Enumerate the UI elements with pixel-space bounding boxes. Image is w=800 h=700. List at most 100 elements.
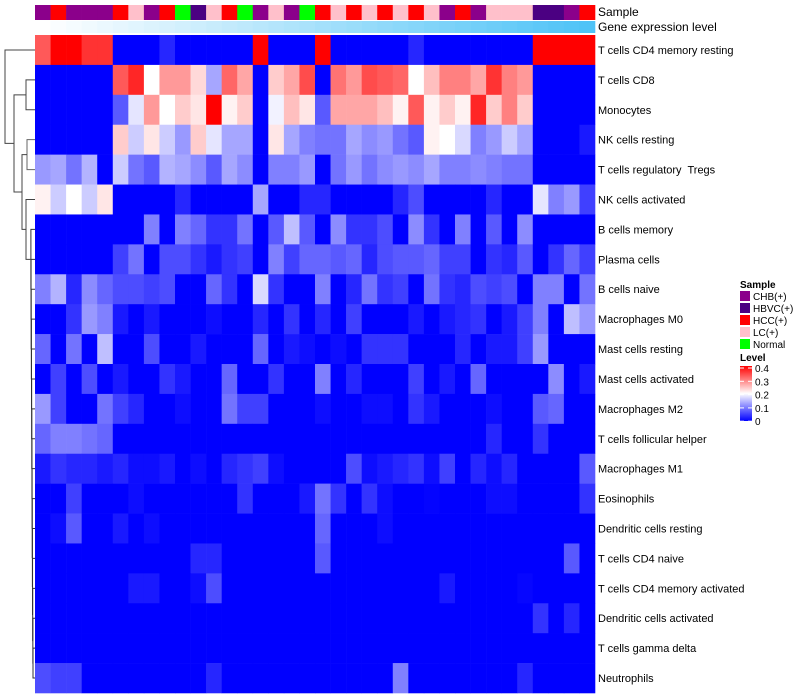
sample-annotation-cell — [455, 5, 471, 20]
heatmap-cell — [66, 124, 82, 155]
heatmap-cell — [346, 543, 362, 574]
row-label: T cells CD4 naive — [598, 553, 684, 565]
heatmap-cell — [252, 64, 269, 96]
heatmap-cell — [112, 154, 129, 185]
heatmap-cell — [81, 35, 98, 66]
heatmap-cell — [221, 364, 238, 395]
heatmap-cell — [268, 513, 285, 544]
heatmap-cell — [517, 154, 534, 185]
heatmap-cell — [330, 244, 347, 275]
heatmap-cell — [361, 543, 378, 574]
heatmap-cell — [548, 334, 565, 365]
sample-annotation-cell — [423, 5, 440, 20]
heatmap-cell — [128, 35, 145, 66]
heatmap-cell — [346, 274, 362, 305]
heatmap-cell — [299, 603, 316, 634]
heatmap-cell — [159, 64, 176, 96]
heatmap-cell — [548, 423, 565, 455]
heatmap-cell — [81, 393, 98, 425]
heatmap-cell — [377, 393, 394, 425]
heatmap-cell — [517, 513, 534, 544]
heatmap-cell — [361, 334, 378, 365]
heatmap-cell — [112, 573, 129, 604]
sample-annotation-cell — [470, 5, 487, 20]
heatmap-cell — [237, 274, 254, 305]
heatmap-cell — [159, 184, 176, 215]
heatmap-cell — [501, 64, 518, 96]
heatmap-cell — [470, 274, 487, 305]
heatmap-cell — [50, 334, 67, 365]
legend-label: HBVC(+) — [753, 304, 793, 315]
heatmap-cell — [143, 124, 160, 155]
sample-annotation-cell — [81, 5, 98, 20]
heatmap-cell — [455, 35, 471, 66]
heatmap-cell — [377, 35, 394, 66]
heatmap-cell — [346, 393, 362, 425]
heatmap-cell — [252, 483, 269, 514]
heatmap-cell — [97, 304, 114, 335]
heatmap-cell — [579, 244, 596, 275]
heatmap-cell — [377, 543, 394, 574]
heatmap-cell — [532, 64, 549, 96]
heatmap-cell — [190, 483, 207, 514]
heatmap-cell — [221, 393, 238, 425]
heatmap-cell — [439, 543, 456, 574]
heatmap-cell — [283, 633, 300, 664]
heatmap-cell — [517, 184, 534, 215]
heatmap-cell — [548, 94, 565, 126]
heatmap-cell — [548, 154, 565, 185]
heatmap-cell — [346, 453, 362, 484]
heatmap-cell — [501, 513, 518, 544]
heatmap-cell — [268, 393, 285, 425]
heatmap-cell — [175, 154, 191, 185]
heatmap-cell — [330, 364, 347, 395]
heatmap-cell — [128, 603, 145, 634]
heatmap-cell — [563, 663, 580, 694]
heatmap-cell — [97, 274, 114, 305]
heatmap-cell — [128, 513, 145, 544]
heatmap-cell — [346, 64, 362, 96]
heatmap-cell — [346, 244, 362, 275]
heatmap-cell — [112, 94, 129, 126]
heatmap-cell — [190, 64, 207, 96]
heatmap-cell — [299, 304, 316, 335]
heatmap-cell — [455, 453, 471, 484]
heatmap-cell — [252, 94, 269, 126]
heatmap-cell — [206, 423, 222, 455]
heatmap-cell — [299, 334, 316, 365]
heatmap-cell — [35, 154, 51, 185]
heatmap-cell — [206, 154, 222, 185]
heatmap-cell — [190, 543, 207, 574]
heatmap-cell — [532, 483, 549, 514]
heatmap-cell — [377, 64, 394, 96]
heatmap-cell — [237, 483, 254, 514]
heatmap-cell — [190, 154, 207, 185]
heatmap-cell — [66, 483, 82, 514]
heatmap-cell — [221, 35, 238, 66]
heatmap-cell — [315, 214, 331, 245]
heatmap-cell — [66, 423, 82, 455]
heatmap-cell — [190, 274, 207, 305]
heatmap-cell — [486, 364, 502, 395]
heatmap-cell — [206, 393, 222, 425]
heatmap-cell — [159, 304, 176, 335]
heatmap-cell — [455, 633, 471, 664]
heatmap-cell — [470, 334, 487, 365]
sample-annotation-cell — [112, 5, 129, 20]
heatmap-cell — [439, 423, 456, 455]
legend-label: CHB(+) — [753, 292, 787, 303]
heatmap-cell — [159, 393, 176, 425]
heatmap-cell — [423, 274, 440, 305]
heatmap-cell — [486, 124, 502, 155]
sample-annotation-cell — [579, 5, 596, 20]
heatmap-cell — [299, 663, 316, 694]
heatmap-cell — [470, 573, 487, 604]
heatmap-cell — [268, 364, 285, 395]
heatmap-cell — [563, 573, 580, 604]
heatmap-cell — [423, 364, 440, 395]
heatmap-cell — [315, 423, 331, 455]
heatmap-cell — [112, 35, 129, 66]
heatmap-cell — [128, 94, 145, 126]
heatmap-cell — [439, 124, 456, 155]
heatmap-cell — [439, 633, 456, 664]
